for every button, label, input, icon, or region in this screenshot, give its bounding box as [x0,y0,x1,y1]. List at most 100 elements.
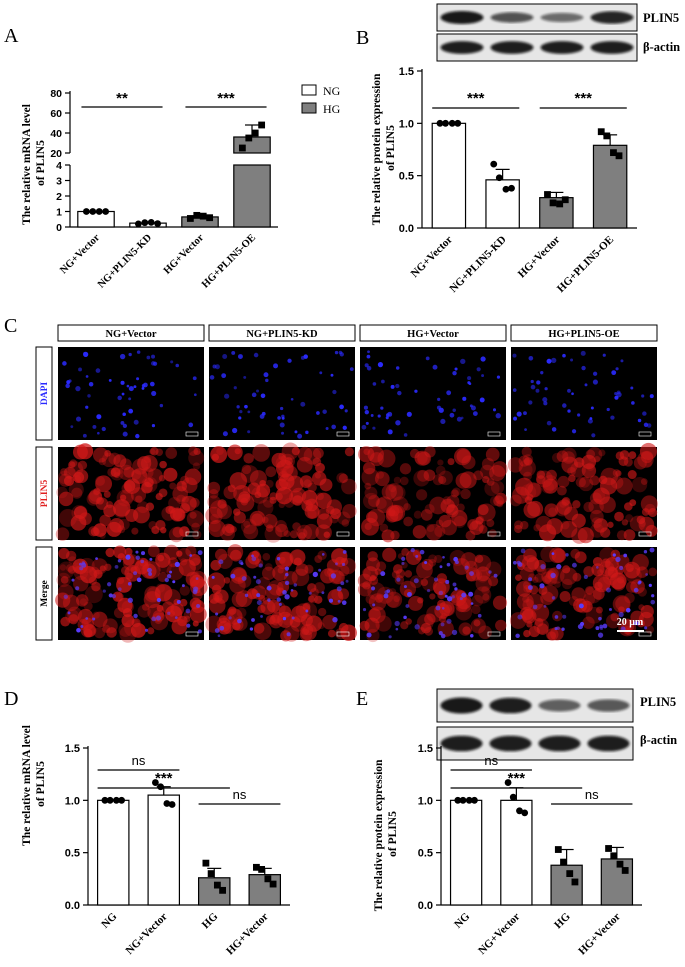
plin5-signal [509,494,522,507]
dapi-nucleus [66,380,71,385]
dapi-nucleus [117,587,122,592]
plin5-signal [540,546,557,563]
dapi-nucleus [336,586,342,592]
plin5-signal [275,523,289,538]
data-point [561,196,569,204]
plin5-signal [484,480,500,497]
dapi-nucleus [241,576,247,582]
plin5-signal [582,616,595,629]
plin5-signal [526,593,544,611]
blot-band [440,41,484,54]
dapi-nucleus [322,409,327,414]
data-point [549,199,557,207]
dapi-nucleus [633,587,639,593]
blot-band [490,12,534,23]
y-tick-label: 1.0 [399,118,414,130]
y-axis-label-a-line1: The relative mRNA level [21,104,33,225]
dapi-nucleus [583,574,588,580]
significance-label: *** [467,90,485,107]
plin5-signal [223,577,231,584]
dapi-nucleus [395,383,400,389]
dapi-nucleus [281,414,285,419]
dapi-nucleus [648,583,652,587]
plin5-signal [300,614,313,627]
plin5-signal [264,563,273,571]
plin5-signal [625,563,634,573]
dapi-nucleus [556,564,562,570]
dapi-nucleus [454,367,458,371]
plin5-signal [562,565,571,574]
legend-label-hg: HG [323,102,341,116]
dapi-nucleus [135,433,140,439]
plin5-signal [579,476,591,488]
dapi-nucleus [239,410,243,414]
plin5-signal [403,516,414,527]
plin5-signal [91,611,108,628]
dapi-nucleus [372,603,376,607]
plin5-signal [393,476,402,484]
dapi-nucleus [128,352,132,357]
dapi-nucleus [195,577,199,580]
dapi-nucleus [237,618,242,624]
significance-label: *** [155,770,173,787]
chart-panel-b: PLIN5 β-actin The relative protein expre… [371,3,680,295]
plin5-signal [280,468,287,475]
plin5-signal [110,467,124,481]
dapi-nucleus [79,562,82,566]
plin5-signal [278,551,294,567]
dapi-nucleus [469,404,473,408]
plin5-signal [610,476,624,489]
plin5-signal [315,492,332,509]
dapi-nucleus [117,395,122,401]
plin5-signal [598,449,606,457]
plin5-signal [131,527,139,535]
dapi-nucleus [166,574,172,579]
dapi-nucleus [364,410,369,415]
dapi-nucleus [76,627,81,633]
plin5-signal [433,582,447,596]
plin5-signal [165,447,178,459]
plin5-signal [303,447,322,465]
dapi-nucleus [127,597,133,603]
dapi-nucleus [217,634,221,638]
plin5-signal [179,558,188,566]
plin5-signal [377,449,396,468]
dapi-nucleus [595,626,600,631]
dapi-nucleus [282,616,287,621]
plin5-signal [592,487,610,505]
dapi-nucleus [539,583,545,589]
dapi-nucleus [127,581,132,586]
plin5-signal [172,526,184,538]
plin5-signal [540,567,558,585]
row-label-box [35,446,53,541]
plin5-signal [524,496,533,505]
plin5-signal [475,575,492,592]
dapi-nucleus [290,588,294,592]
plin5-signal [629,515,646,532]
plin5-signal [486,519,495,528]
plin5-signal [211,584,222,595]
plin5-signal [568,595,579,607]
plin5-signal [95,475,113,493]
plin5-signal [106,627,117,638]
plin5-signal [420,622,432,634]
dapi-nucleus [267,598,271,602]
dapi-nucleus [634,621,639,626]
dapi-nucleus [646,423,652,428]
y-axis-label-a: The relative mRNA level of PLIN5 [21,101,47,225]
plin5-signal [65,550,77,562]
plin5-signal [210,446,228,464]
dapi-nucleus [592,371,598,376]
data-point [544,191,551,198]
plin5-signal [243,520,251,528]
y-tick-label: 0.5 [65,848,80,860]
dapi-nucleus [244,404,248,409]
plin5-signal [571,587,586,602]
dapi-nucleus [571,392,574,396]
dapi-nucleus [284,566,290,571]
plin5-signal [456,503,465,512]
dapi-nucleus [637,581,641,585]
plin5-signal [526,621,533,628]
plin5-signal [357,573,372,588]
plin5-signal [388,484,397,493]
